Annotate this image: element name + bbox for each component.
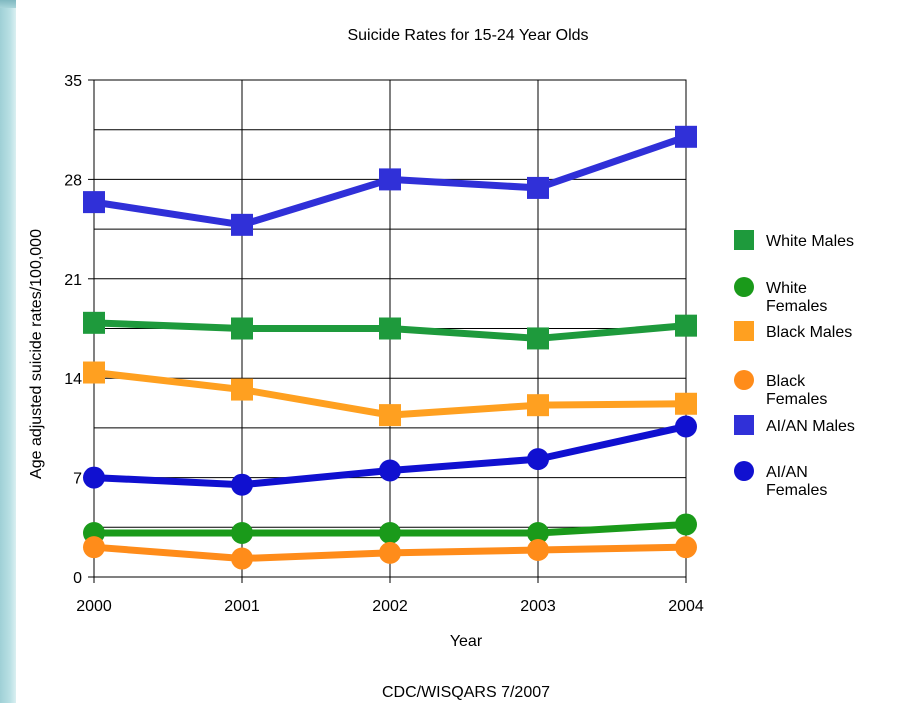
legend-item: AI/AN Males [734,415,855,435]
data-point [83,311,105,334]
legend-item: AI/AN Females [734,461,827,499]
series-ai-an-males [83,125,697,236]
legend-item: White Males [734,230,854,250]
legend-item: Black Males [734,321,852,341]
legend: White Males White Females Black Males Black F… [734,230,855,499]
x-tick-label: 2003 [520,598,556,615]
data-point [379,541,401,564]
data-point [527,521,549,544]
data-point [83,536,105,559]
y-axis-label: Age adjusted suicide rates/100,000 [28,229,45,479]
data-point [83,361,105,384]
data-point [379,459,401,482]
series-white-males [83,311,697,350]
legend-swatch [734,415,754,435]
x-axis-ticks: 2000 2001 2002 2003 2004 [76,577,704,615]
series-ai-an-females [83,415,697,496]
y-tick-label: 35 [64,73,82,90]
legend-label: White Males [766,233,854,250]
legend-item: Black Females [734,370,827,408]
series-black-males [83,361,697,427]
data-point [527,448,549,471]
x-tick-label: 2002 [372,598,408,615]
data-point [675,125,697,148]
legend-label: Black Females [766,373,827,408]
data-point [675,415,697,438]
legend-label: AI/AN Males [766,418,855,435]
legend-label: Black Males [766,324,852,341]
data-point [379,168,401,191]
y-tick-label: 0 [73,570,82,587]
data-point [675,314,697,337]
data-point [675,513,697,536]
legend-swatch [734,230,754,250]
data-point [83,466,105,489]
data-point [675,392,697,415]
y-tick-label: 21 [64,272,82,289]
legend-swatch [734,321,754,341]
x-tick-label: 2004 [668,598,704,615]
data-point [231,473,253,496]
y-tick-label: 7 [73,471,82,488]
legend-item: White Females [734,277,827,315]
data-point [527,394,549,417]
y-tick-label: 28 [64,172,82,189]
series-black-females [83,536,697,570]
data-point [379,317,401,340]
data-point [527,327,549,350]
data-point [379,521,401,544]
x-axis-label: Year [450,633,483,650]
x-tick-label: 2001 [224,598,260,615]
legend-swatch [734,370,754,390]
data-point [675,536,697,559]
data-point [527,539,549,562]
data-point [231,547,253,570]
data-point [231,213,253,236]
slide-background [16,0,902,703]
legend-label: White Females [766,280,827,315]
legend-swatch [734,461,754,481]
x-tick-label: 2000 [76,598,112,615]
series-layer [83,125,697,570]
chart-source-footer: CDC/WISQARS 7/2007 [382,684,550,701]
data-point [231,317,253,340]
y-tick-label: 14 [64,371,82,388]
chart-title: Suicide Rates for 15-24 Year Olds [347,27,588,44]
legend-label: AI/AN Females [766,464,827,499]
data-point [231,378,253,401]
data-point [527,176,549,199]
data-point [379,404,401,427]
y-axis-ticks: 0 7 14 21 28 35 [64,73,94,587]
data-point [83,191,105,214]
data-point [231,521,253,544]
legend-swatch [734,277,754,297]
